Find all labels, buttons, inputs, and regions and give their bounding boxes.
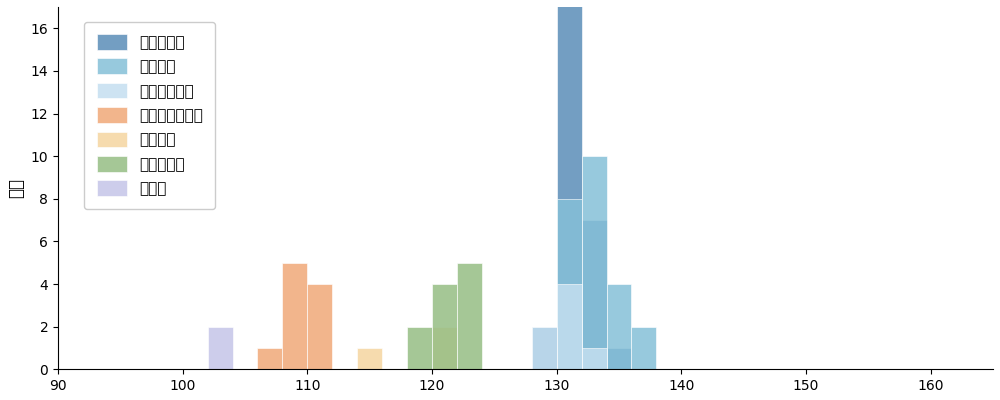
Bar [607, 284, 631, 369]
Bar [432, 284, 457, 369]
Bar [557, 0, 582, 369]
Bar [582, 220, 607, 369]
Bar [631, 327, 656, 369]
Bar [557, 284, 582, 369]
Bar [607, 348, 631, 369]
Bar [557, 199, 582, 369]
Bar [532, 327, 557, 369]
Bar [282, 263, 307, 369]
Bar [407, 327, 432, 369]
Legend: ストレート, シュート, カットボール, チェンジアップ, シンカー, スライダー, カーブ: ストレート, シュート, カットボール, チェンジアップ, シンカー, スライダ… [84, 22, 215, 208]
Y-axis label: 球数: 球数 [7, 178, 25, 198]
Bar [457, 263, 482, 369]
Bar [357, 348, 382, 369]
Bar [208, 327, 233, 369]
Bar [257, 348, 282, 369]
Bar [532, 327, 557, 369]
Bar [432, 327, 457, 369]
Bar [582, 348, 607, 369]
Bar [307, 284, 332, 369]
Bar [582, 156, 607, 369]
